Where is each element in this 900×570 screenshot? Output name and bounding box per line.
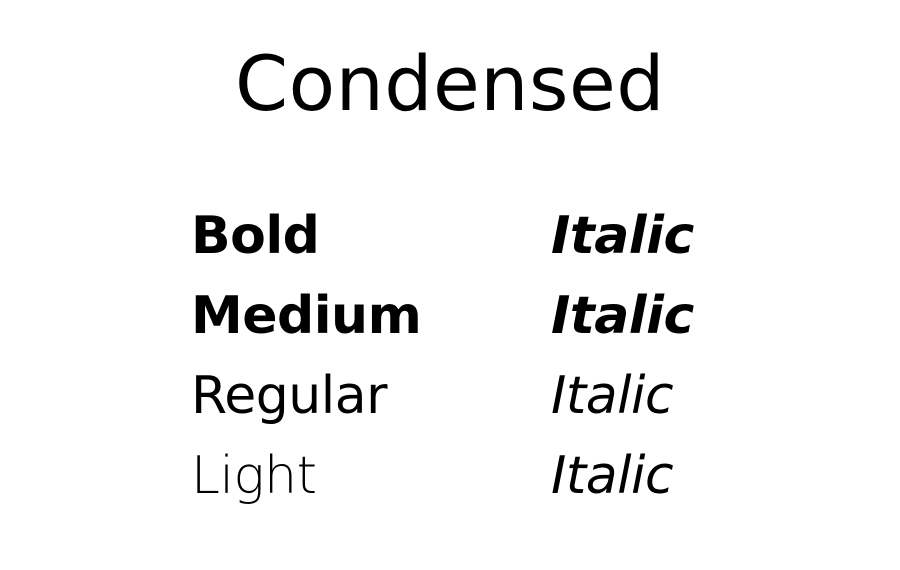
weight-label-medium: Medium	[191, 286, 422, 346]
weight-row-regular: Regular Italic	[0, 370, 900, 434]
weight-label-regular: Regular	[191, 366, 387, 426]
italic-label-regular: Italic	[551, 366, 674, 426]
weight-label-light: Light	[191, 446, 317, 506]
italic-label-bold: Italic	[551, 206, 694, 266]
italic-label-medium: Italic	[551, 286, 694, 346]
weight-row-bold: Bold Italic	[0, 210, 900, 274]
font-specimen-title: Condensed	[235, 39, 665, 128]
weight-row-medium: Medium Italic	[0, 290, 900, 354]
weight-row-light: Light Italic	[0, 450, 900, 514]
italic-label-light: Italic	[551, 446, 674, 506]
weight-label-bold: Bold	[191, 206, 320, 266]
